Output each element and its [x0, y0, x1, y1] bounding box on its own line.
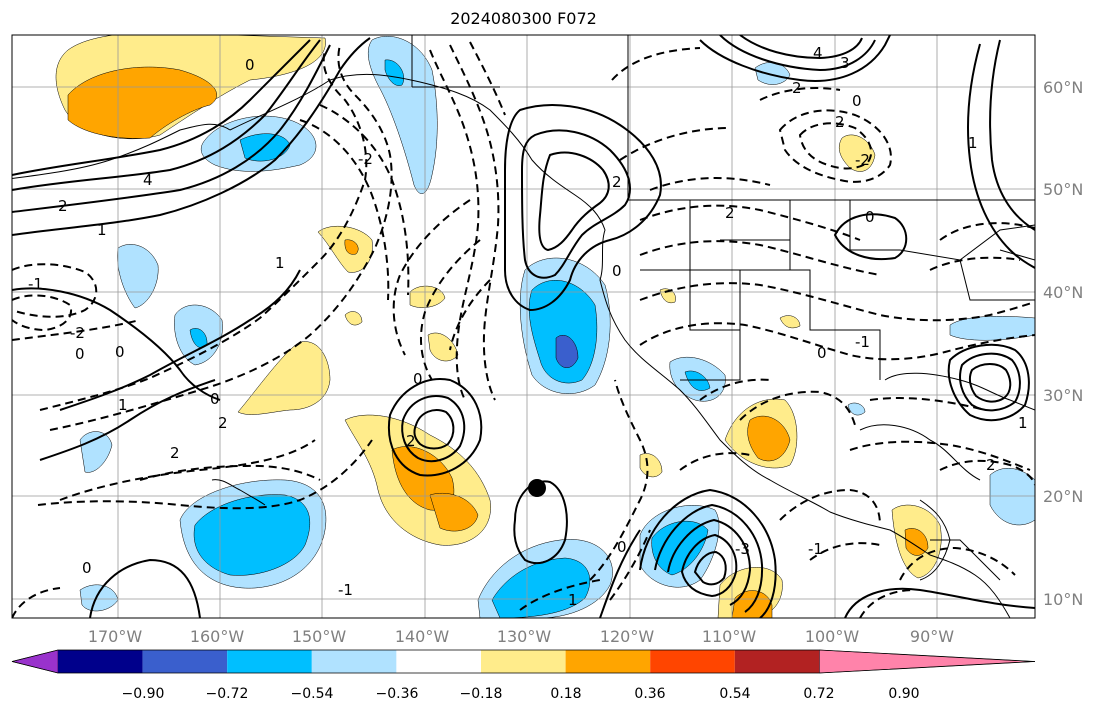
- contour-label: 2: [792, 79, 802, 97]
- colorbar: [11, 649, 1036, 674]
- lon-label: 160°W: [190, 627, 245, 646]
- colorbar-tick-labels: −0.90 −0.72 −0.54 −0.36 −0.18 0.18 0.36 …: [122, 686, 920, 702]
- contour-label: -2: [855, 151, 870, 169]
- colorbar-segment: [481, 650, 566, 673]
- coastlines-and-borders: [12, 35, 1035, 618]
- map-frame: [11, 34, 1036, 619]
- contour-label: 0: [617, 538, 627, 556]
- lon-label: 170°W: [88, 627, 143, 646]
- contour-labels: 0 0 2 4 1 -1 -2 0 1 2 2 0 1 -2 3 4 2 0 2…: [28, 44, 1028, 609]
- contour-label: -1: [808, 540, 823, 558]
- contour-label: 2: [170, 444, 180, 462]
- lon-label: 150°W: [292, 627, 347, 646]
- contour-label: 4: [143, 171, 153, 189]
- contour-label: -1: [338, 581, 353, 599]
- lat-label: 40°N: [1043, 283, 1083, 302]
- colorbar-tick-label: 0.54: [719, 686, 750, 702]
- colorbar-tick-label: 0.36: [634, 686, 665, 702]
- lat-label: 10°N: [1043, 590, 1083, 609]
- colorbar-segment: [650, 650, 735, 673]
- contour-label: 0: [82, 559, 92, 577]
- contour-label: 2: [406, 432, 416, 450]
- longitude-labels: 170°W 160°W 150°W 140°W 130°W 120°W 110°…: [88, 627, 954, 646]
- contour-label: 0: [852, 92, 862, 110]
- dashed-contours: [12, 41, 1035, 618]
- contour-label: 0: [817, 344, 827, 362]
- contour-label: 0: [413, 370, 423, 388]
- contour-label: 2: [58, 197, 68, 215]
- lon-label: 110°W: [702, 627, 757, 646]
- latitude-labels: 60°N 50°N 40°N 30°N 20°N 10°N: [1043, 78, 1083, 609]
- contour-label: 2: [986, 456, 996, 474]
- lat-label: 20°N: [1043, 487, 1083, 506]
- contour-label: 1: [97, 221, 107, 239]
- colorbar-segment: [311, 650, 397, 673]
- lon-label: 100°W: [805, 627, 860, 646]
- contour-label: 0: [210, 390, 220, 408]
- lon-label: 130°W: [497, 627, 552, 646]
- lat-label: 50°N: [1043, 180, 1083, 199]
- contour-label: 0: [612, 262, 622, 280]
- lon-label: 140°W: [395, 627, 450, 646]
- colorbar-extend-min: [11, 649, 59, 674]
- colorbar-extend-max: [819, 649, 1036, 674]
- contour-label: 4: [813, 44, 823, 62]
- location-marker: [528, 479, 546, 497]
- colorbar-tick-label: −0.18: [460, 686, 503, 702]
- contour-label: 1: [1018, 414, 1028, 432]
- lon-label: 120°W: [600, 627, 655, 646]
- contour-label: 1: [118, 396, 128, 414]
- colorbar-segment: [734, 650, 820, 673]
- contour-label: 2: [725, 204, 735, 222]
- colorbar-tick-label: 0.72: [803, 686, 834, 702]
- colorbar-segment: [58, 650, 143, 673]
- contour-label: -1: [28, 275, 43, 293]
- contour-label: -1: [855, 333, 870, 351]
- colorbar-tick-label: −0.54: [291, 686, 334, 702]
- contour-label: 2: [218, 414, 228, 432]
- map-plot-area: 0 0 2 4 1 -1 -2 0 1 2 2 0 1 -2 3 4 2 0 2…: [12, 35, 1035, 618]
- colorbar-tick-label: −0.90: [122, 686, 165, 702]
- contour-label: 0: [115, 343, 125, 361]
- lat-label: 60°N: [1043, 78, 1083, 97]
- contour-label: -2: [70, 324, 85, 342]
- colorbar-segment: [142, 650, 228, 673]
- contour-label: 1: [275, 254, 285, 272]
- contour-label: 0: [245, 56, 255, 74]
- colorbar-segment: [396, 650, 481, 673]
- colorbar-tick-label: −0.36: [376, 686, 419, 702]
- lon-label: 90°W: [910, 627, 954, 646]
- contour-label: 1: [968, 134, 978, 152]
- colorbar-segment: [565, 650, 651, 673]
- contour-label: -3: [735, 540, 750, 558]
- colorbar-tick-label: 0.90: [888, 686, 919, 702]
- colorbar-tick-label: 0.18: [550, 686, 581, 702]
- contour-label: 1: [568, 591, 578, 609]
- solid-contours: [12, 35, 1035, 618]
- lat-label: 30°N: [1043, 386, 1083, 405]
- colorbar-outline: [11, 649, 1036, 674]
- contour-label: 0: [865, 208, 875, 226]
- map-title: 2024080300 F072: [450, 9, 597, 28]
- contour-label: 2: [612, 173, 622, 191]
- contour-label: 2: [835, 113, 845, 131]
- contour-label: 3: [840, 54, 850, 72]
- contour-label: -2: [358, 150, 373, 168]
- contour-label: 0: [75, 345, 85, 363]
- colorbar-segment: [227, 650, 312, 673]
- colorbar-tick-label: −0.72: [206, 686, 249, 702]
